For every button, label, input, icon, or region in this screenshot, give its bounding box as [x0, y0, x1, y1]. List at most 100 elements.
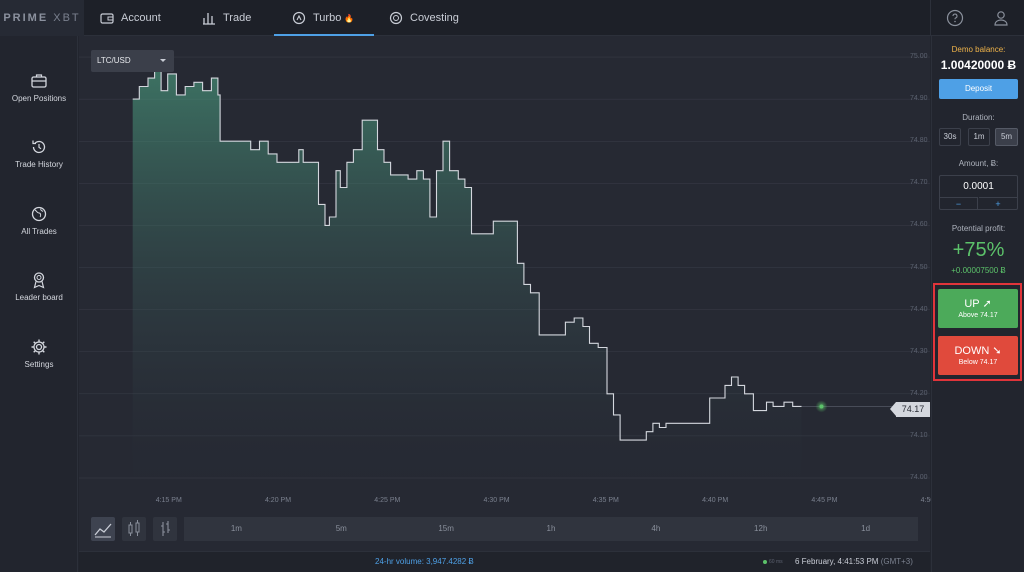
nav-turbo[interactable]: Turbo 🔥 — [273, 0, 375, 36]
nav-trade[interactable]: Trade — [202, 0, 251, 36]
timeframe-bar: 1m 5m 15m 1h 4h 12h 1d — [184, 517, 918, 541]
y-tick-label: 74.20 — [910, 389, 928, 397]
profit-percent: +75% — [952, 239, 1005, 261]
timeframe-12h[interactable]: 12h — [754, 524, 768, 533]
x-tick-label: 4:35 PM — [592, 497, 619, 504]
help-icon[interactable] — [946, 9, 964, 27]
timeframe-5m[interactable]: 5m — [335, 524, 347, 533]
wallet-icon — [100, 13, 114, 24]
chart-type-candles[interactable] — [122, 517, 146, 541]
nav-label: Account — [121, 12, 161, 24]
y-tick-label: 74.90 — [910, 95, 928, 103]
x-tick-label: 4:45 PM — [811, 497, 838, 504]
amount-field[interactable]: 0.0001 − + — [939, 175, 1018, 210]
y-tick-label: 74.00 — [910, 474, 928, 481]
timeframe-1m[interactable]: 1m — [230, 524, 242, 533]
amount-increase-button[interactable]: + — [979, 197, 1017, 209]
chart-type-bars[interactable] — [153, 517, 177, 541]
down-button-sub: Below 74.17 — [958, 359, 998, 366]
volume-24h: 24-hr volume: 3,947.4282 Ƀ — [375, 557, 474, 566]
x-tick-label: 4:15 PM — [155, 497, 182, 504]
divider — [930, 0, 931, 36]
nav-label: Trade — [223, 12, 252, 24]
trade-buttons-highlight — [933, 283, 1022, 381]
sidebar-item-label: Open Positions — [11, 94, 67, 103]
up-button-label: UP ➚ — [964, 298, 992, 310]
amount-label: Amount, Ƀ: — [958, 159, 999, 168]
sidebar: Open Positions Trade History All Trades … — [0, 36, 78, 572]
top-bar: PRIME XBT Account Trade Turbo 🔥 Covestin… — [0, 0, 1024, 36]
nav-label: Covesting — [410, 12, 459, 24]
timeframe-1d[interactable]: 1d — [861, 524, 871, 533]
chevron-down-icon — [160, 59, 166, 62]
logo[interactable]: PRIME XBT — [0, 0, 84, 36]
bar-chart-icon — [203, 13, 215, 25]
status-bar: 24-hr volume: 3,947.4282 Ƀ 60 ms 6 Febru… — [79, 551, 930, 572]
balance-value: 1.00420000 Ƀ — [940, 58, 1017, 72]
balance-label: Demo balance: — [951, 45, 1006, 54]
fire-icon: 🔥 — [344, 13, 355, 23]
sidebar-item-label: Trade History — [15, 160, 63, 169]
briefcase-icon — [31, 74, 47, 88]
x-tick-label: 4:40 PM — [702, 497, 729, 504]
ping-indicator: 60 ms — [763, 559, 783, 565]
y-tick-label: 74.60 — [910, 221, 928, 229]
bars-icon — [161, 521, 170, 536]
sidebar-item-label: Settings — [24, 360, 54, 369]
clock: 6 February, 4:41:53 PM (GMT+3) — [795, 557, 913, 566]
y-tick-label: 74.80 — [910, 137, 928, 145]
last-price-label: 74.17 — [890, 402, 930, 417]
sidebar-item-settings[interactable]: Settings — [0, 338, 78, 369]
sidebar-item-label: All Trades — [21, 227, 57, 236]
duration-5m-button[interactable]: 5m — [995, 128, 1018, 146]
price-chart[interactable] — [79, 36, 930, 516]
nav-label: Turbo — [313, 12, 342, 24]
pair-select[interactable]: LTC/USD — [91, 50, 174, 72]
y-tick-label: 74.50 — [910, 263, 928, 271]
up-button[interactable]: UP ➚ Above 74.17 — [938, 289, 1018, 328]
history-icon — [32, 140, 46, 154]
sidebar-item-open-positions[interactable]: Open Positions — [0, 72, 78, 103]
duration-label: Duration: — [962, 113, 995, 122]
chart-type-area[interactable] — [91, 517, 115, 541]
y-tick-label: 74.30 — [910, 347, 928, 355]
x-tick-label: 4:25 PM — [374, 497, 401, 504]
sidebar-item-all-trades[interactable]: All Trades — [0, 205, 78, 236]
nav-covesting[interactable]: Covesting — [389, 0, 459, 36]
clock-datetime: 6 February, 4:41:53 PM — [795, 557, 879, 566]
down-button-label: DOWN ➘ — [954, 345, 1002, 357]
profit-amount: +0.00007500 Ƀ — [951, 266, 1006, 275]
timeframe-4h[interactable]: 4h — [651, 524, 661, 533]
award-icon — [33, 272, 45, 289]
duration-1m-button[interactable]: 1m — [968, 128, 990, 146]
sidebar-item-leader-board[interactable]: Leader board — [0, 271, 78, 302]
price-line — [132, 69, 802, 441]
y-tick-label: 74.70 — [910, 179, 928, 187]
up-button-sub: Above 74.17 — [958, 312, 998, 319]
timeframe-1h[interactable]: 1h — [546, 524, 556, 533]
covesting-icon — [389, 11, 403, 25]
sidebar-item-label: Leader board — [15, 293, 63, 302]
profit-label: Potential profit: — [951, 224, 1006, 233]
deposit-button[interactable]: Deposit — [939, 79, 1018, 99]
sidebar-item-trade-history[interactable]: Trade History — [0, 138, 78, 169]
price-area — [132, 69, 802, 506]
globe-icon — [31, 206, 47, 222]
area-chart-icon — [94, 523, 112, 538]
amount-value[interactable]: 0.0001 — [963, 181, 994, 192]
x-tick-label: 4:30 PM — [483, 497, 510, 504]
amount-decrease-button[interactable]: − — [940, 197, 978, 209]
clock-timezone: (GMT+3) — [880, 557, 913, 566]
y-tick-label: 74.40 — [910, 305, 928, 313]
timeframe-15m[interactable]: 15m — [438, 524, 454, 533]
y-tick-label: 75.00 — [910, 53, 928, 61]
down-button[interactable]: DOWN ➘ Below 74.17 — [938, 336, 1018, 375]
turbo-icon — [292, 11, 306, 25]
pair-select-value: LTC/USD — [97, 56, 131, 65]
current-price-dot — [819, 404, 824, 409]
gear-icon — [31, 339, 47, 355]
nav-account[interactable]: Account — [100, 0, 161, 36]
user-icon[interactable] — [992, 9, 1010, 27]
duration-30s-button[interactable]: 30s — [939, 128, 961, 146]
x-tick-label: 4:20 PM — [264, 497, 292, 504]
